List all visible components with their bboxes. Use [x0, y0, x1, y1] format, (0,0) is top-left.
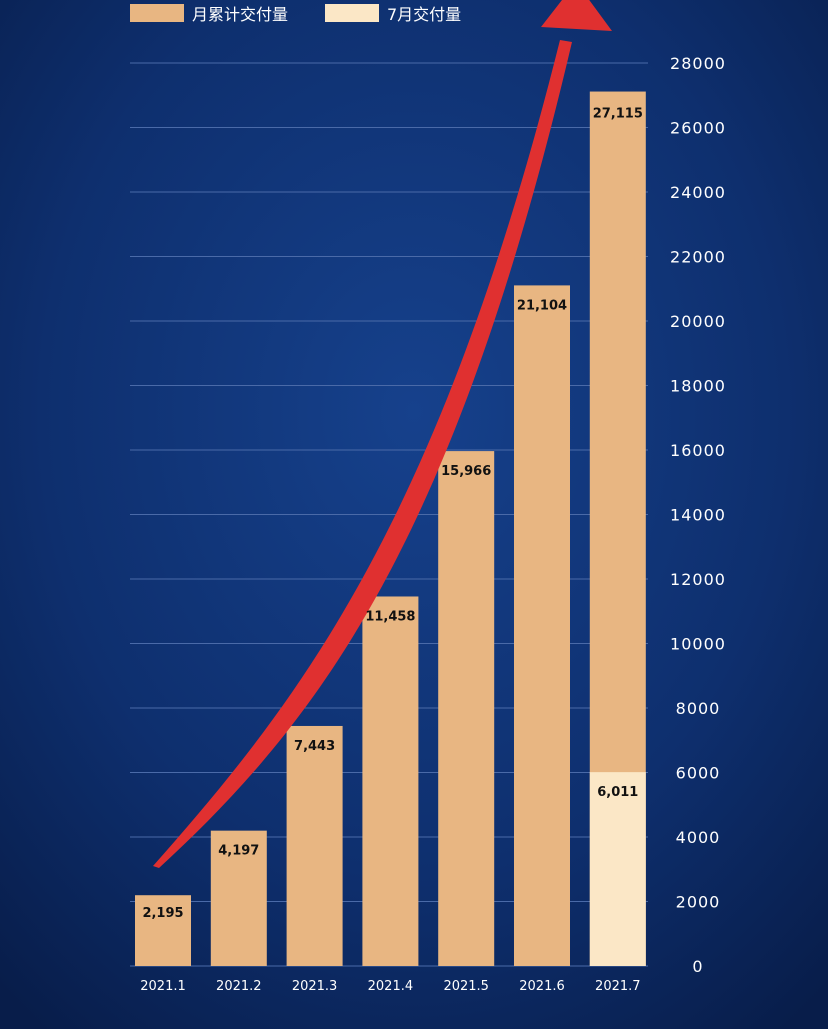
y-tick-label: 18000 — [670, 377, 726, 396]
bar-cumulative — [514, 285, 570, 966]
x-tick-label: 2021.7 — [595, 979, 641, 994]
y-tick-label: 26000 — [670, 119, 726, 138]
y-tick-label: 20000 — [670, 312, 726, 331]
bar-cumulative — [210, 830, 267, 966]
data-labels: 2,195 4,197 7,443 11,458 15,966 21,104 27,115 6… — [142, 107, 642, 922]
data-label-cumulative: 4,197 — [218, 844, 259, 859]
data-label-cumulative: 11,458 — [365, 609, 415, 624]
bars — [135, 91, 646, 966]
y-tick-label: 2000 — [676, 893, 721, 912]
x-tick-label: 2021.3 — [292, 979, 338, 994]
x-tick-label: 2021.5 — [443, 979, 489, 994]
y-tick-label: 6000 — [676, 764, 721, 783]
data-label-cumulative: 2,195 — [142, 906, 183, 921]
bar-cumulative — [135, 895, 191, 966]
legend-swatch-monthly — [325, 4, 379, 22]
x-axis: 2021.1 2021.2 2021.3 2021.4 2021.5 2021.6 2021… — [140, 979, 640, 994]
y-tick-label: 28000 — [670, 54, 726, 73]
bar-cumulative — [438, 451, 495, 966]
data-label-monthly: 6,011 — [597, 785, 638, 800]
y-tick-label: 10000 — [670, 635, 726, 654]
trend-arrow — [153, 0, 612, 868]
y-tick-label: 16000 — [670, 441, 726, 460]
x-tick-label: 2021.2 — [216, 979, 262, 994]
y-tick-label: 8000 — [676, 699, 721, 718]
bar-cumulative — [286, 725, 343, 966]
y-tick-label: 24000 — [670, 183, 726, 202]
trend-arrow-head — [541, 0, 612, 31]
data-label-cumulative: 15,966 — [441, 464, 491, 479]
data-label-cumulative: 7,443 — [294, 739, 335, 754]
data-label-cumulative: 21,104 — [517, 298, 567, 313]
x-tick-label: 2021.4 — [368, 979, 414, 994]
data-label-cumulative: 27,115 — [593, 107, 643, 122]
y-tick-label: 0 — [692, 957, 703, 976]
x-tick-label: 2021.1 — [140, 979, 186, 994]
legend: 月累计交付量 7月交付量 — [130, 4, 461, 24]
legend-label-cumulative: 月累计交付量 — [192, 5, 288, 24]
legend-label-monthly: 7月交付量 — [387, 5, 461, 24]
x-tick-label: 2021.6 — [519, 979, 565, 994]
y-axis: 0 2000 4000 6000 8000 10000 12000 14000 16000 180… — [670, 54, 726, 976]
y-tick-label: 4000 — [676, 828, 721, 847]
y-tick-label: 14000 — [670, 506, 726, 525]
bar-cumulative — [362, 596, 419, 966]
y-tick-label: 12000 — [670, 570, 726, 589]
legend-swatch-cumulative — [130, 4, 184, 22]
y-tick-label: 22000 — [670, 248, 726, 267]
bar-monthly — [589, 772, 646, 966]
